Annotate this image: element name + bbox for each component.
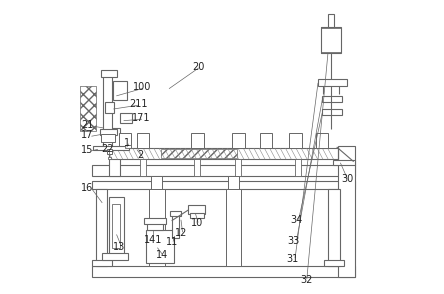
Bar	[92, 266, 355, 277]
Text: 20: 20	[192, 61, 205, 71]
Text: 34: 34	[290, 215, 303, 225]
Bar	[316, 133, 328, 148]
Bar	[147, 222, 163, 230]
Bar	[105, 102, 114, 113]
Bar	[228, 176, 239, 189]
Bar	[289, 133, 301, 148]
Bar	[109, 197, 124, 255]
Bar	[232, 133, 245, 148]
Bar	[100, 129, 117, 135]
Bar	[328, 189, 340, 266]
Bar	[321, 27, 341, 54]
Bar	[191, 133, 203, 148]
Text: 31: 31	[286, 254, 298, 264]
Bar	[151, 176, 163, 189]
Text: 21: 21	[81, 120, 94, 130]
Bar	[260, 133, 272, 148]
Bar	[119, 133, 131, 148]
Bar	[318, 79, 347, 86]
Bar	[113, 81, 127, 100]
Bar	[80, 86, 96, 131]
Text: 13: 13	[113, 242, 125, 252]
Bar	[143, 218, 166, 224]
Bar	[172, 214, 179, 238]
Bar	[109, 148, 337, 159]
Bar	[188, 205, 205, 214]
Text: 1: 1	[124, 138, 130, 148]
Bar	[103, 75, 112, 147]
Bar	[101, 134, 115, 142]
Text: 17: 17	[81, 130, 94, 140]
Bar	[93, 146, 129, 150]
Bar	[333, 160, 355, 165]
Bar	[149, 189, 165, 266]
Bar	[125, 145, 131, 148]
Text: 22: 22	[101, 144, 113, 154]
Text: 100: 100	[133, 82, 151, 92]
Bar	[322, 96, 342, 102]
Bar	[92, 260, 112, 266]
Bar	[102, 253, 128, 260]
Text: 16: 16	[81, 183, 94, 193]
Bar	[170, 211, 181, 216]
Bar	[324, 260, 344, 266]
Text: 2: 2	[137, 150, 143, 160]
Bar	[109, 128, 120, 176]
Bar	[140, 159, 146, 176]
Text: 141: 141	[144, 235, 163, 245]
Bar	[194, 159, 200, 176]
Text: 32: 32	[301, 275, 313, 285]
Bar	[92, 181, 355, 189]
Text: 12: 12	[175, 228, 188, 238]
Bar	[137, 133, 150, 148]
Text: 15: 15	[81, 145, 94, 155]
Bar	[108, 157, 111, 159]
Bar	[92, 165, 355, 176]
Text: 171: 171	[132, 113, 151, 123]
Bar	[337, 146, 355, 277]
Bar	[95, 189, 107, 266]
Text: 11: 11	[166, 237, 178, 247]
Bar	[328, 14, 334, 27]
Bar	[107, 149, 112, 154]
Text: 30: 30	[342, 174, 354, 184]
Bar	[161, 149, 237, 158]
Bar	[235, 159, 241, 176]
Bar	[322, 109, 342, 115]
Text: 14: 14	[156, 250, 168, 260]
Bar	[101, 70, 117, 77]
Bar	[119, 113, 132, 123]
Text: 211: 211	[129, 99, 148, 109]
Text: 10: 10	[191, 218, 203, 228]
Bar	[112, 204, 120, 248]
Bar	[190, 213, 204, 218]
Bar	[295, 159, 301, 176]
Bar	[226, 189, 241, 266]
Bar	[146, 230, 174, 263]
Text: 33: 33	[288, 236, 300, 246]
